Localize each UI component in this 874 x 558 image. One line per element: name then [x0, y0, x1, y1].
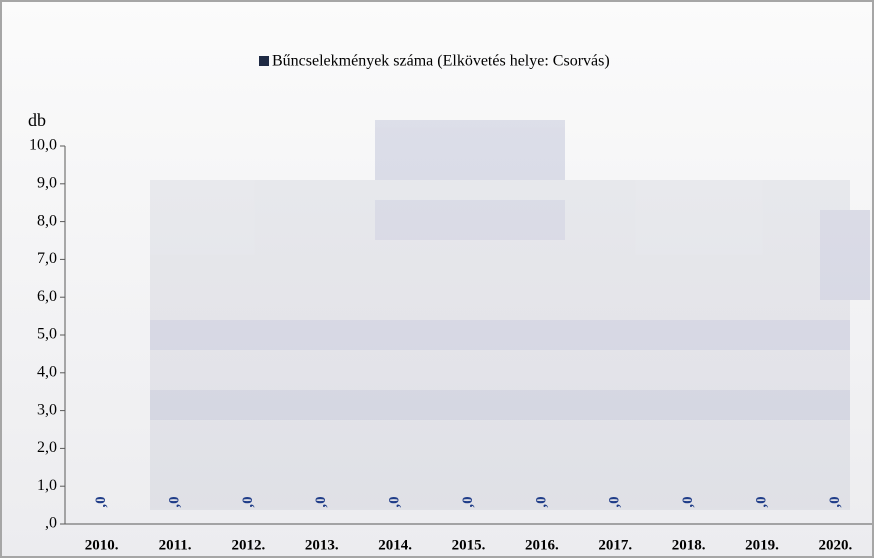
- x-tick-label: 2012.: [232, 537, 266, 553]
- data-label: ,0: [460, 496, 476, 507]
- data-label: ,0: [93, 496, 109, 507]
- data-label: ,0: [680, 496, 696, 507]
- legend-swatch: [259, 56, 269, 66]
- x-tick-label: 2010.: [85, 537, 119, 553]
- y-tick-label: 1,0: [37, 477, 57, 494]
- x-tick-label: 2020.: [818, 537, 852, 553]
- y-tick-label: 2,0: [37, 439, 57, 456]
- data-label: ,0: [313, 496, 329, 507]
- data-label: ,0: [607, 496, 623, 507]
- y-tick-label: 5,0: [37, 326, 57, 343]
- y-tick-label: 3,0: [37, 401, 57, 418]
- data-label: ,0: [533, 496, 549, 507]
- y-tick-label: 8,0: [37, 212, 57, 229]
- y-tick-label: 9,0: [37, 174, 57, 191]
- y-axis-label: db: [28, 110, 46, 130]
- y-tick-label: 4,0: [37, 363, 57, 380]
- x-tick-label: 2016.: [525, 537, 559, 553]
- y-tick-label: ,0: [45, 515, 57, 532]
- x-tick-label: 2018.: [672, 537, 706, 553]
- data-label: ,0: [387, 496, 403, 507]
- x-tick-label: 2013.: [305, 537, 339, 553]
- x-tick-label: 2015.: [452, 537, 486, 553]
- data-label: ,0: [753, 496, 769, 507]
- x-tick-label: 2017.: [598, 537, 632, 553]
- data-label: ,0: [827, 496, 843, 507]
- data-label: ,0: [240, 496, 256, 507]
- y-tick-label: 6,0: [37, 288, 57, 305]
- x-tick-label: 2014.: [378, 537, 412, 553]
- y-tick-label: 10,0: [29, 137, 57, 154]
- x-tick-label: 2011.: [159, 537, 192, 553]
- data-label: ,0: [166, 496, 182, 507]
- legend-label: Bűncselekmények száma (Elkövetés helye: …: [272, 53, 610, 70]
- x-tick-label: 2019.: [745, 537, 779, 553]
- chart: Bűncselekmények száma (Elkövetés helye: …: [0, 0, 874, 558]
- y-tick-label: 7,0: [37, 250, 57, 267]
